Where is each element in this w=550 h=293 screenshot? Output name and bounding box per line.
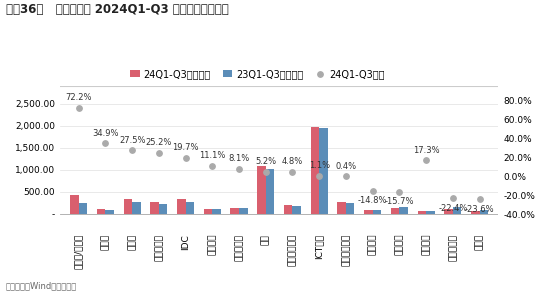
Text: 34.9%: 34.9%: [92, 129, 119, 138]
Text: 11.1%: 11.1%: [199, 151, 226, 161]
Text: -15.7%: -15.7%: [384, 197, 414, 206]
Text: 25.2%: 25.2%: [146, 138, 172, 147]
Bar: [319, 128, 328, 214]
Bar: [106, 210, 114, 214]
Bar: [471, 211, 480, 214]
24Q1-Q3同比: [288, 170, 297, 174]
Bar: [212, 209, 221, 214]
24Q1-Q3同比: [74, 105, 83, 110]
Bar: [311, 127, 319, 214]
Text: 72.2%: 72.2%: [65, 93, 92, 102]
Bar: [480, 210, 488, 214]
Bar: [124, 199, 132, 214]
Bar: [204, 209, 212, 214]
Text: 图表36：   通信子板块 2024Q1-Q3 营收（亿元）情况: 图表36： 通信子板块 2024Q1-Q3 营收（亿元）情况: [6, 3, 228, 16]
Bar: [230, 207, 239, 214]
Bar: [337, 202, 346, 214]
Bar: [257, 166, 266, 214]
Text: 4.8%: 4.8%: [282, 157, 303, 166]
Bar: [284, 205, 293, 214]
Bar: [132, 202, 141, 214]
Bar: [444, 209, 453, 214]
Text: 17.3%: 17.3%: [413, 146, 439, 154]
Bar: [364, 210, 373, 214]
Text: 资料来源：Wind，中信建设: 资料来源：Wind，中信建设: [6, 281, 77, 290]
Bar: [150, 202, 159, 214]
Text: 8.1%: 8.1%: [228, 154, 250, 163]
24Q1-Q3同比: [235, 166, 244, 171]
24Q1-Q3同比: [342, 174, 350, 178]
24Q1-Q3同比: [208, 164, 217, 168]
Text: -22.4%: -22.4%: [438, 204, 468, 212]
Text: -14.8%: -14.8%: [358, 196, 387, 205]
Bar: [453, 207, 461, 214]
24Q1-Q3同比: [315, 173, 323, 178]
24Q1-Q3同比: [155, 150, 163, 155]
Bar: [293, 205, 301, 214]
Bar: [79, 203, 87, 214]
24Q1-Q3同比: [181, 156, 190, 160]
Bar: [97, 209, 106, 214]
Bar: [417, 211, 426, 214]
Bar: [373, 209, 381, 214]
Bar: [239, 208, 248, 214]
Text: 27.5%: 27.5%: [119, 136, 145, 145]
24Q1-Q3同比: [261, 169, 270, 174]
24Q1-Q3同比: [101, 141, 110, 146]
24Q1-Q3同比: [368, 188, 377, 193]
Text: 0.4%: 0.4%: [336, 162, 356, 171]
Text: 5.2%: 5.2%: [255, 157, 276, 166]
Bar: [185, 202, 194, 214]
Bar: [177, 199, 185, 214]
Bar: [426, 211, 434, 214]
Text: 1.1%: 1.1%: [309, 161, 330, 170]
Bar: [266, 168, 274, 214]
Text: -23.6%: -23.6%: [465, 205, 494, 214]
Bar: [70, 195, 79, 214]
24Q1-Q3同比: [422, 158, 431, 162]
Bar: [391, 207, 399, 214]
Bar: [399, 207, 408, 214]
Bar: [346, 203, 355, 214]
Legend: 24Q1-Q3（亿元）, 23Q1-Q3（亿元）, 24Q1-Q3同比: 24Q1-Q3（亿元）, 23Q1-Q3（亿元）, 24Q1-Q3同比: [126, 65, 388, 83]
24Q1-Q3同比: [395, 189, 404, 194]
Bar: [159, 204, 167, 214]
24Q1-Q3同比: [475, 197, 484, 202]
24Q1-Q3同比: [448, 196, 457, 200]
24Q1-Q3同比: [128, 148, 136, 153]
Text: 19.7%: 19.7%: [172, 143, 199, 152]
